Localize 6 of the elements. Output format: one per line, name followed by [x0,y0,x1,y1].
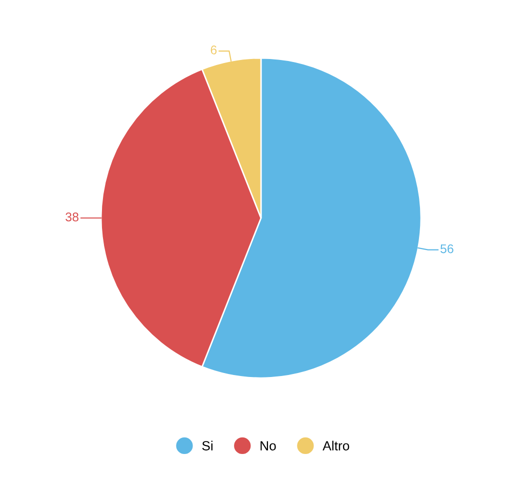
data-label: 6 [210,46,217,54]
legend-label: Altro [322,440,350,450]
data-label: 38 [66,212,78,222]
data-label: 56 [440,244,454,254]
legend-label: Si [202,440,212,450]
legend-label: No [260,441,276,450]
